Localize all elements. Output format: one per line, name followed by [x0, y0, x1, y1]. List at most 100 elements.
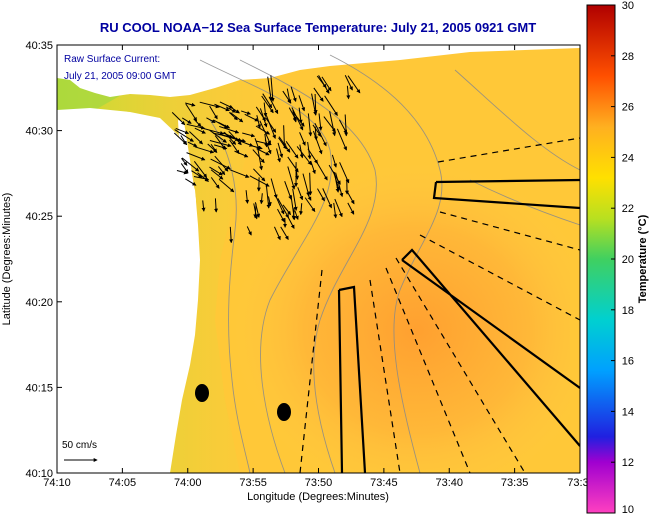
current-vector — [287, 156, 299, 173]
x-tick-label: 74:05 — [109, 477, 137, 489]
current-vector — [214, 155, 229, 172]
x-axis-label: Longitude (Degrees:Minutes) — [247, 491, 389, 503]
current-vector — [210, 158, 231, 170]
current-vector — [193, 118, 202, 127]
current-vector — [210, 177, 220, 189]
current-vector — [276, 197, 285, 215]
transect-lines — [299, 137, 580, 473]
current-vector — [267, 76, 273, 102]
current-vector — [229, 169, 250, 178]
current-vector — [314, 122, 327, 147]
colorbar-tick-label: 14 — [622, 406, 634, 418]
current-vector — [277, 208, 285, 223]
scale-label: 50 cm/s — [62, 440, 97, 451]
colorbar-tick-label: 18 — [622, 305, 634, 317]
current-vector — [185, 178, 197, 186]
sandy-hook — [178, 120, 196, 232]
current-vector — [229, 139, 240, 155]
current-vector — [194, 127, 206, 134]
current-vector — [280, 226, 289, 241]
current-vector — [219, 101, 234, 109]
current-vector — [218, 121, 231, 129]
current-vector — [229, 226, 234, 244]
current-vector — [291, 207, 296, 220]
current-vector — [228, 111, 238, 121]
current-vector — [268, 96, 279, 115]
current-vector — [307, 141, 312, 160]
current-vector — [317, 188, 325, 202]
colorbar-label: Temperature (°C) — [637, 214, 649, 303]
transect-box-se — [401, 248, 580, 447]
current-vector — [331, 154, 338, 168]
current-vector — [253, 203, 259, 220]
current-vector — [278, 136, 291, 153]
current-vector — [270, 75, 275, 102]
current-vector — [287, 166, 296, 190]
y-tick-label: 40:35 — [25, 40, 53, 52]
current-vector — [282, 204, 291, 216]
current-vector — [218, 178, 235, 193]
colorbar-ticks: 30 28 26 24 22 20 18 16 14 12 10 — [611, 0, 634, 516]
current-vector — [298, 107, 303, 124]
current-vector — [210, 143, 218, 153]
current-vector — [285, 141, 299, 159]
current-vector — [194, 146, 215, 154]
x-tick-label: 73:40 — [435, 477, 463, 489]
x-tick-label: 74:10 — [43, 477, 71, 489]
current-vector — [322, 188, 332, 209]
colorbar-tick-label: 12 — [622, 457, 634, 469]
current-vector — [186, 123, 206, 130]
current-vector — [254, 138, 260, 151]
current-vector — [189, 131, 203, 145]
y-tick-label: 40:15 — [25, 382, 53, 394]
current-vector — [262, 93, 273, 109]
current-vector — [263, 102, 268, 118]
current-vector — [206, 117, 216, 124]
current-vector — [299, 132, 306, 146]
colorbar-tick-label: 30 — [622, 0, 634, 12]
x-tick-label: 74:00 — [174, 477, 202, 489]
land-long-island — [57, 45, 580, 97]
current-vector — [344, 114, 349, 137]
current-vector-field — [171, 75, 361, 244]
current-vector — [274, 226, 281, 241]
colorbar-tick-label: 16 — [622, 356, 634, 368]
current-vector — [186, 152, 206, 161]
current-vector — [181, 157, 200, 172]
current-vector — [282, 125, 287, 148]
current-vector — [217, 166, 226, 176]
current-vector — [235, 138, 254, 147]
current-vector — [336, 128, 347, 151]
current-vector — [185, 103, 198, 122]
current-vector — [259, 108, 268, 128]
current-vector — [277, 142, 284, 158]
land-new-jersey — [57, 108, 200, 473]
current-vector — [244, 113, 259, 122]
current-vector — [209, 166, 223, 176]
current-vector — [298, 95, 306, 112]
current-vector — [312, 124, 322, 137]
current-vector — [290, 86, 297, 103]
current-vector — [347, 75, 361, 94]
current-vector — [344, 75, 353, 91]
current-vector — [265, 115, 276, 139]
current-vector — [334, 198, 343, 218]
current-vector — [256, 115, 262, 129]
current-vector — [294, 210, 299, 220]
current-vector — [173, 132, 188, 146]
x-tick-label: 73:35 — [501, 477, 529, 489]
current-vector — [302, 173, 310, 197]
current-vector — [313, 87, 324, 102]
current-vector — [201, 127, 225, 135]
current-vector — [291, 107, 304, 131]
current-vector — [265, 117, 277, 133]
dashed-radials — [299, 137, 580, 473]
transect-box-east — [432, 178, 580, 210]
current-vector — [308, 172, 313, 196]
current-vector — [257, 148, 263, 171]
current-vector — [259, 120, 271, 145]
x-tick-label: 73:50 — [305, 477, 333, 489]
current-vector — [314, 126, 319, 141]
current-vector — [346, 190, 355, 205]
current-vector — [267, 196, 272, 207]
